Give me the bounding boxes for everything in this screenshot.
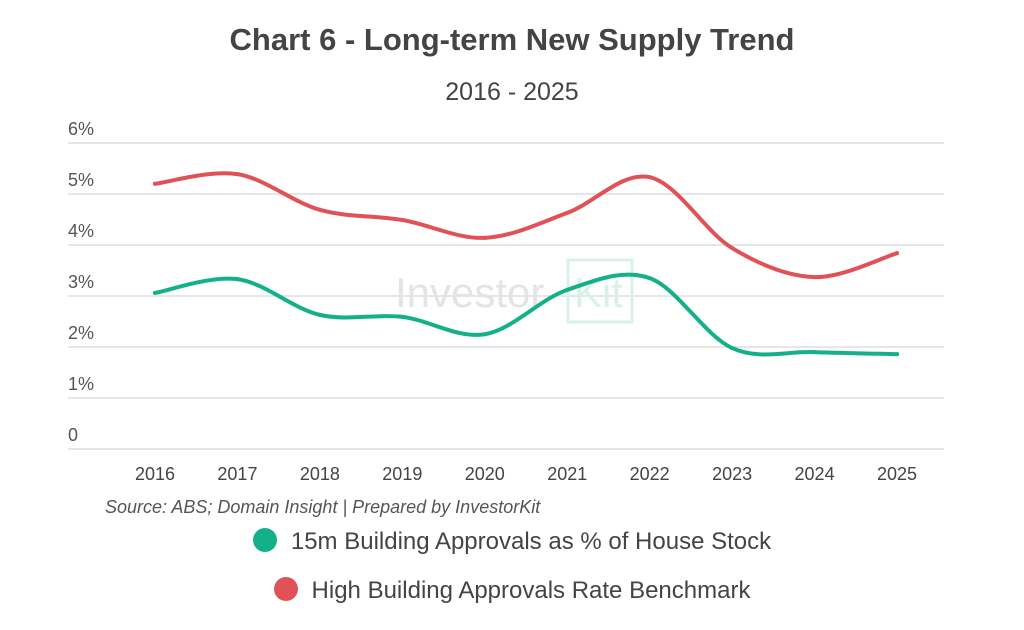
- legend-marker-1: [273, 577, 298, 601]
- x-tick-label: 2019: [382, 464, 422, 484]
- x-tick-label: 2025: [877, 464, 917, 484]
- source-note: Source: ABS; Domain Insight | Prepared b…: [105, 497, 541, 517]
- x-tick-label: 2024: [795, 464, 835, 484]
- data-point: [235, 277, 240, 282]
- chart-title: Chart 6 - Long-term New Supply Trend: [229, 22, 795, 57]
- data-point: [153, 290, 157, 295]
- data-point: [482, 332, 487, 337]
- y-tick-label: 6%: [68, 119, 94, 139]
- y-tick-label: 0: [68, 425, 78, 445]
- data-point: [730, 346, 735, 351]
- data-point: [400, 218, 405, 223]
- series-line-1: [153, 171, 899, 280]
- y-tick-label: 4%: [68, 221, 94, 241]
- legend-item-0: 15m Building Approvals as % of House Sto…: [0, 528, 1024, 556]
- data-point: [235, 172, 240, 177]
- legend-label-0: 15m Building Approvals as % of House Sto…: [290, 528, 772, 555]
- legend-item-1: High Building Approvals Rate Benchmark: [0, 577, 1024, 605]
- data-point: [647, 276, 652, 281]
- data-point: [895, 251, 899, 256]
- data-point: [400, 314, 405, 319]
- x-tick-label: 2020: [465, 464, 505, 484]
- data-point: [565, 210, 570, 215]
- x-tick-label: 2022: [630, 464, 670, 484]
- data-point: [730, 246, 735, 251]
- x-tick-label: 2021: [547, 464, 587, 484]
- data-point: [812, 275, 817, 280]
- legend-label-1: High Building Approvals Rate Benchmark: [311, 577, 751, 604]
- chart-subtitle: 2016 - 2025: [445, 78, 579, 106]
- data-point: [317, 312, 322, 317]
- x-tick-label: 2017: [217, 464, 257, 484]
- data-point: [812, 350, 817, 355]
- data-point: [153, 181, 157, 186]
- watermark: Investor: [395, 269, 544, 316]
- legend-marker-0: [252, 528, 277, 552]
- y-tick-label: 2%: [68, 323, 94, 343]
- y-tick-label: 5%: [68, 170, 94, 190]
- data-point: [647, 175, 652, 180]
- data-point: [317, 207, 322, 212]
- data-point: [895, 352, 899, 357]
- y-tick-label: 3%: [68, 272, 94, 292]
- data-point: [565, 287, 570, 292]
- y-tick-label: 1%: [68, 374, 94, 394]
- data-point: [482, 235, 487, 240]
- x-tick-label: 2018: [300, 464, 340, 484]
- series-line-0: [153, 272, 899, 357]
- x-tick-label: 2016: [135, 464, 175, 484]
- x-tick-label: 2023: [712, 464, 752, 484]
